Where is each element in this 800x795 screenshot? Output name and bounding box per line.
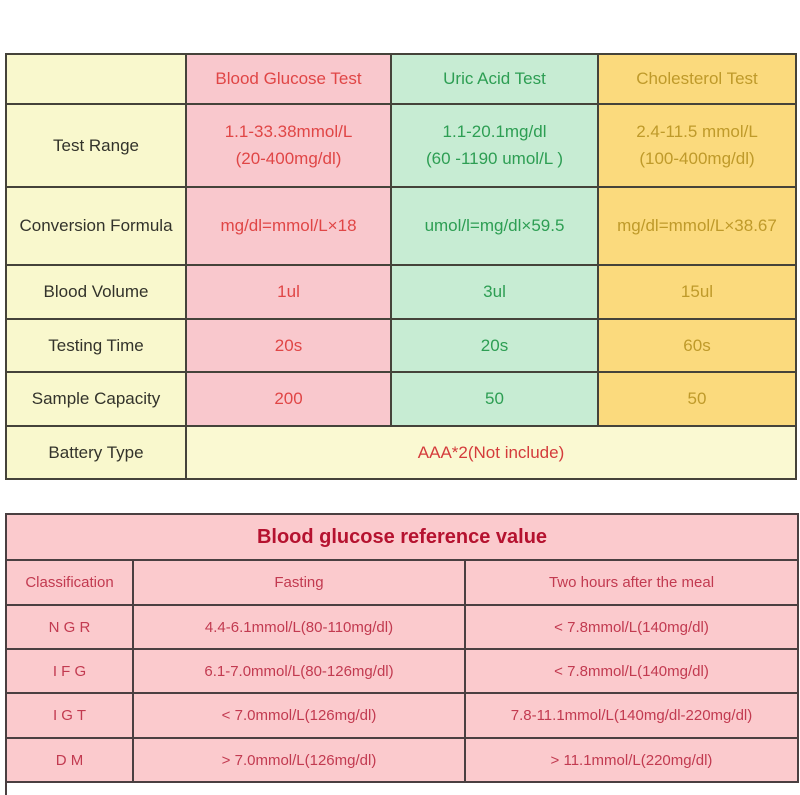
ngr-after-meal: < 7.8mmol/L(140mg/dl) [464, 604, 799, 650]
spec-cell-conversion-glucose: mg/dl=mmol/L×18 [185, 186, 392, 266]
spec-row-test-range: Test Range 1.1-33.38mmol/L (20-400mg/dl)… [5, 103, 797, 188]
igt-fasting: < 7.0mmol/L(126mg/dl) [132, 692, 466, 739]
spec-row-testing-time: Testing Time 20s 20s 60s [5, 318, 797, 373]
spec-header-uric-acid: Uric Acid Test [390, 53, 599, 105]
igt-after-meal: 7.8-11.1mmol/L(140mg/dl-220mg/dl) [464, 692, 799, 739]
spec-cell-sample-capacity-glucose: 200 [185, 371, 392, 427]
ngr-fasting: 4.4-6.1mmol/L(80-110mg/dl) [132, 604, 466, 650]
reference-header-fasting: Fasting [132, 559, 466, 606]
spec-cell-conversion-uric: umol/l=mg/dl×59.5 [390, 186, 599, 266]
igt-classification: I G T [5, 692, 134, 739]
spec-label-blood-volume: Blood Volume [5, 264, 187, 320]
dm-after-meal: > 11.1mmol/L(220mg/dl) [464, 737, 799, 783]
spec-header-cholesterol: Cholesterol Test [597, 53, 797, 105]
spec-cell-blood-volume-uric: 3ul [390, 264, 599, 320]
spec-row-battery-type: Battery Type AAA*2(Not include) [5, 425, 797, 480]
spec-cell-test-range-uric: 1.1-20.1mg/dl (60 -1190 umol/L ) [390, 103, 599, 188]
reference-header-row: Classification Fasting Two hours after t… [5, 559, 799, 606]
test-range-cholesterol-line1: 2.4-11.5 mmol/L [636, 122, 758, 142]
test-range-cholesterol-line2: (100-400mg/dl) [639, 148, 755, 168]
spec-label-battery-type: Battery Type [5, 425, 187, 480]
spec-cell-testing-time-glucose: 20s [185, 318, 392, 373]
test-range-uric-line1: 1.1-20.1mg/dl [442, 122, 547, 142]
dm-fasting: > 7.0mmol/L(126mg/dl) [132, 737, 466, 783]
spec-cell-conversion-cholesterol: mg/dl=mmol/L×38.67 [597, 186, 797, 266]
spec-cell-test-range-glucose: 1.1-33.38mmol/L (20-400mg/dl) [185, 103, 392, 188]
reference-row-ifg: I F G 6.1-7.0mmol/L(80-126mg/dl) < 7.8mm… [5, 648, 799, 694]
ifg-after-meal: < 7.8mmol/L(140mg/dl) [464, 648, 799, 694]
spec-row-blood-volume: Blood Volume 1ul 3ul 15ul [5, 264, 797, 320]
reference-title-row: Blood glucose reference value [5, 513, 799, 561]
spec-cell-sample-capacity-uric: 50 [390, 371, 599, 427]
dm-classification: D M [5, 737, 134, 783]
ifg-fasting: 6.1-7.0mmol/L(80-126mg/dl) [132, 648, 466, 694]
spec-row-sample-capacity: Sample Capacity 200 50 50 [5, 371, 797, 427]
spec-cell-testing-time-uric: 20s [390, 318, 599, 373]
spec-header-blank-cell [5, 53, 187, 105]
spec-header-blood-glucose: Blood Glucose Test [185, 53, 392, 105]
reference-row-igt: I G T < 7.0mmol/L(126mg/dl) 7.8-11.1mmol… [5, 692, 799, 739]
test-range-uric-line2: (60 -1190 umol/L ) [425, 148, 563, 168]
spec-table: Blood Glucose Test Uric Acid Test Choles… [5, 53, 797, 480]
spec-label-test-range: Test Range [5, 103, 187, 188]
reference-table-title: Blood glucose reference value [5, 513, 799, 561]
spec-label-testing-time: Testing Time [5, 318, 187, 373]
spec-cell-test-range-cholesterol: 2.4-11.5 mmol/L (100-400mg/dl) [597, 103, 797, 188]
spec-cell-battery-type-value: AAA*2(Not include) [185, 425, 797, 480]
test-range-glucose-line1: 1.1-33.38mmol/L [224, 122, 353, 142]
spec-label-conversion-formula: Conversion Formula [5, 186, 187, 266]
spec-header-row: Blood Glucose Test Uric Acid Test Choles… [5, 53, 797, 105]
reference-header-after-meal: Two hours after the meal [464, 559, 799, 606]
spec-label-sample-capacity: Sample Capacity [5, 371, 187, 427]
spec-row-conversion-formula: Conversion Formula mg/dl=mmol/L×18 umol/… [5, 186, 797, 266]
spec-cell-testing-time-cholesterol: 60s [597, 318, 797, 373]
reference-table: Blood glucose reference value Classifica… [5, 513, 799, 783]
ifg-classification: I F G [5, 648, 134, 694]
test-range-glucose-line2: (20-400mg/dl) [235, 148, 342, 168]
spec-cell-blood-volume-cholesterol: 15ul [597, 264, 797, 320]
ngr-classification: N G R [5, 604, 134, 650]
spec-cell-blood-volume-glucose: 1ul [185, 264, 392, 320]
reference-row-ngr: N G R 4.4-6.1mmol/L(80-110mg/dl) < 7.8mm… [5, 604, 799, 650]
reference-row-dm: D M > 7.0mmol/L(126mg/dl) > 11.1mmol/L(2… [5, 737, 799, 783]
table-border-cutoff [5, 779, 7, 795]
reference-header-classification: Classification [5, 559, 134, 606]
spec-cell-sample-capacity-cholesterol: 50 [597, 371, 797, 427]
